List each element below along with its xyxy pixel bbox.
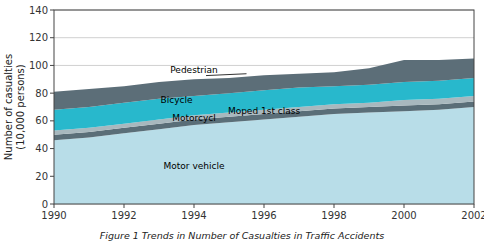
tick [50,204,54,205]
tick-label: 80 [35,88,48,99]
tick [50,120,54,121]
tick-label: 1990 [41,210,66,221]
annotation: Pedestrian [170,65,218,75]
tick-label: 1998 [321,210,346,221]
tick-label: 60 [35,115,48,126]
tick [334,204,335,208]
tick [54,204,55,208]
tick [50,10,54,11]
tick [50,93,54,94]
chart: 0 20 40 60 80 100 120 140 1990 1992 1994 1996 1998 20… [0,0,484,244]
annotation: Motorcycl [172,113,216,123]
tick [124,204,125,208]
tick-label: 120 [29,32,48,43]
area [54,59,474,110]
tick [50,37,54,38]
annotation: Bicycle [161,95,193,105]
plot-frame [54,10,474,204]
annotation: Motor vehicle [164,161,225,171]
tick [474,204,475,208]
axis-label: Number of casualties(10,000 persons) [3,54,26,160]
tick-label: 2000 [391,210,416,221]
grid-line [54,37,474,38]
tick-label: 0 [42,199,48,210]
tick-label: 1994 [181,210,206,221]
axis-label-line: (10,000 persons) [15,64,26,150]
tick [404,204,405,208]
tick [50,176,54,177]
caption: Figure 1 Trends in Number of Casualties … [100,230,384,241]
tick-label: 40 [35,143,48,154]
tick-label: 20 [35,171,48,182]
annotation: Moped 1st class [228,106,301,116]
tick-label: 1996 [251,210,276,221]
axis-label-line: Number of casualties [3,54,14,160]
tick [50,148,54,149]
tick-label: 100 [29,60,48,71]
tick [50,65,54,66]
tick [194,204,195,208]
tick [264,204,265,208]
tick-label: 1992 [111,210,136,221]
areas [54,59,474,205]
tick-label: 2002 [461,210,484,221]
tick-label: 140 [29,5,48,16]
